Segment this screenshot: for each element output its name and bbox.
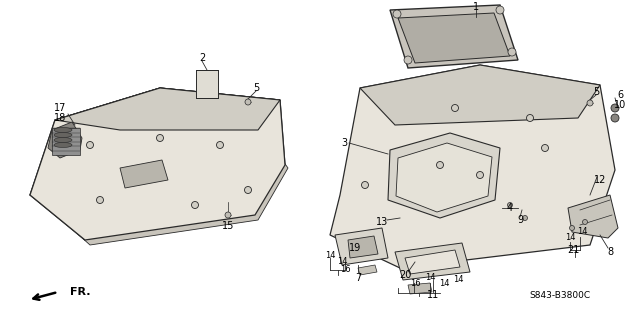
Text: 5: 5 bbox=[253, 83, 259, 93]
Text: 14: 14 bbox=[439, 278, 449, 287]
Text: 9: 9 bbox=[517, 215, 523, 225]
Text: 14: 14 bbox=[452, 276, 463, 285]
Circle shape bbox=[496, 6, 504, 14]
Polygon shape bbox=[408, 283, 432, 294]
Text: 4: 4 bbox=[507, 203, 513, 213]
Text: 5: 5 bbox=[593, 87, 599, 97]
Polygon shape bbox=[196, 70, 218, 98]
Polygon shape bbox=[388, 133, 500, 218]
Text: 14: 14 bbox=[425, 273, 435, 283]
Circle shape bbox=[362, 182, 369, 189]
Polygon shape bbox=[120, 160, 168, 188]
Circle shape bbox=[216, 142, 223, 149]
Text: 12: 12 bbox=[594, 175, 606, 185]
Polygon shape bbox=[395, 243, 470, 280]
Text: 14: 14 bbox=[324, 250, 335, 259]
Polygon shape bbox=[55, 88, 280, 130]
Text: 7: 7 bbox=[355, 273, 361, 283]
Text: 17: 17 bbox=[54, 103, 66, 113]
Circle shape bbox=[508, 48, 516, 56]
Circle shape bbox=[582, 219, 588, 225]
Polygon shape bbox=[348, 236, 378, 258]
Ellipse shape bbox=[54, 143, 72, 147]
Polygon shape bbox=[52, 128, 80, 155]
Text: 14: 14 bbox=[577, 227, 588, 236]
Text: S843-B3800C: S843-B3800C bbox=[529, 291, 591, 300]
Circle shape bbox=[157, 135, 163, 142]
Polygon shape bbox=[30, 122, 288, 245]
Polygon shape bbox=[55, 88, 280, 130]
Polygon shape bbox=[396, 143, 492, 212]
Text: 16: 16 bbox=[340, 265, 350, 275]
Circle shape bbox=[86, 142, 93, 149]
Text: 10: 10 bbox=[614, 100, 626, 110]
Circle shape bbox=[570, 226, 575, 231]
Text: 14: 14 bbox=[564, 234, 575, 242]
Text: 20: 20 bbox=[399, 270, 411, 280]
Text: 13: 13 bbox=[376, 217, 388, 227]
Circle shape bbox=[97, 197, 104, 204]
Text: 3: 3 bbox=[341, 138, 347, 148]
Text: FR.: FR. bbox=[70, 287, 90, 297]
Text: 1: 1 bbox=[473, 2, 479, 12]
Circle shape bbox=[404, 56, 412, 64]
Text: 16: 16 bbox=[410, 278, 420, 287]
Circle shape bbox=[191, 202, 198, 209]
Circle shape bbox=[508, 203, 513, 207]
Polygon shape bbox=[30, 88, 285, 240]
Circle shape bbox=[611, 104, 619, 112]
Circle shape bbox=[393, 10, 401, 18]
Polygon shape bbox=[398, 13, 510, 63]
Polygon shape bbox=[48, 122, 82, 158]
Circle shape bbox=[611, 114, 619, 122]
Text: 18: 18 bbox=[54, 113, 66, 123]
Polygon shape bbox=[335, 228, 388, 265]
Ellipse shape bbox=[54, 128, 72, 132]
Text: 2: 2 bbox=[199, 53, 205, 63]
Polygon shape bbox=[405, 250, 460, 274]
Text: 15: 15 bbox=[222, 221, 234, 231]
Circle shape bbox=[225, 212, 231, 218]
Polygon shape bbox=[330, 65, 615, 268]
Text: 8: 8 bbox=[607, 247, 613, 257]
Text: 14: 14 bbox=[337, 257, 348, 266]
Polygon shape bbox=[360, 65, 600, 125]
Circle shape bbox=[527, 115, 534, 122]
Text: 11: 11 bbox=[427, 290, 439, 300]
Polygon shape bbox=[358, 265, 377, 275]
Circle shape bbox=[244, 187, 252, 194]
Text: 19: 19 bbox=[349, 243, 361, 253]
Circle shape bbox=[587, 100, 593, 106]
Text: 21: 21 bbox=[567, 245, 579, 255]
Circle shape bbox=[436, 161, 444, 168]
Ellipse shape bbox=[54, 132, 72, 137]
Circle shape bbox=[451, 105, 458, 112]
Polygon shape bbox=[30, 88, 285, 240]
Text: 6: 6 bbox=[617, 90, 623, 100]
Polygon shape bbox=[568, 195, 618, 238]
Circle shape bbox=[541, 145, 548, 152]
Polygon shape bbox=[390, 5, 518, 68]
Ellipse shape bbox=[54, 137, 72, 143]
Circle shape bbox=[245, 99, 251, 105]
Circle shape bbox=[477, 172, 483, 179]
Circle shape bbox=[522, 216, 527, 220]
